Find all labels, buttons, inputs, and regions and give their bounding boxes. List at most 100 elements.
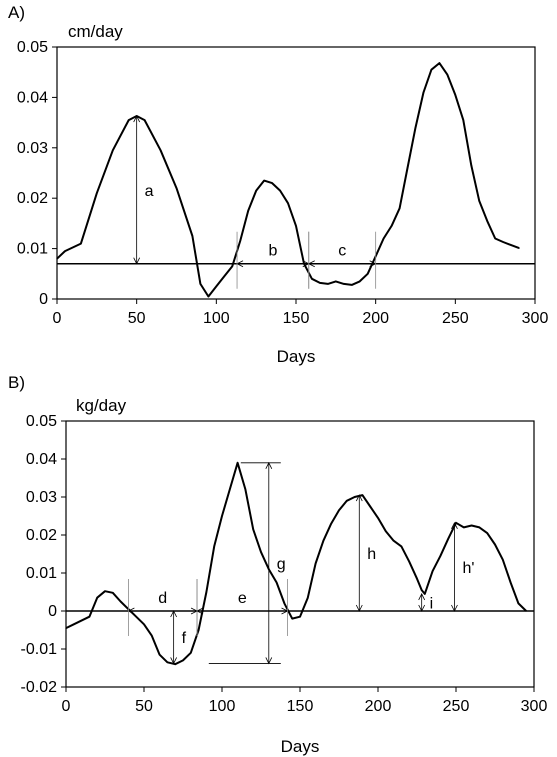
data-point	[439, 555, 441, 557]
data-point	[359, 280, 361, 282]
arrowhead	[170, 610, 177, 618]
data-point	[454, 94, 456, 96]
data-point	[299, 616, 301, 618]
data-point	[135, 616, 137, 618]
data-point	[335, 280, 337, 282]
panel-label: A)	[8, 3, 25, 22]
series-line	[56, 62, 520, 298]
data-point	[190, 652, 192, 654]
data-point	[73, 623, 75, 625]
data-point	[406, 167, 409, 169]
x-tick-label: 300	[521, 698, 548, 715]
y-tick-label: 0.03	[17, 140, 48, 157]
data-point	[191, 235, 193, 237]
data-point	[260, 551, 262, 553]
x-tick-label: 200	[362, 310, 389, 327]
data-point	[120, 600, 122, 603]
data-point	[438, 62, 440, 64]
data-point	[279, 190, 281, 192]
data-point	[65, 627, 67, 629]
data-point	[377, 517, 379, 519]
data-point	[502, 559, 504, 561]
data-point	[88, 616, 90, 618]
x-tick-label: 50	[128, 310, 146, 327]
data-point	[247, 210, 249, 212]
data-point	[276, 581, 278, 584]
data-point	[424, 593, 426, 595]
data-point	[199, 283, 201, 285]
data-point	[221, 515, 223, 517]
data-point	[330, 523, 332, 525]
data-point	[160, 149, 162, 151]
annotation-label: a	[145, 183, 154, 200]
data-point	[399, 207, 401, 209]
data-point	[112, 149, 114, 151]
data-point	[346, 500, 348, 502]
data-point	[354, 496, 356, 498]
data-point	[151, 635, 153, 637]
data-point	[175, 187, 178, 189]
data-point	[343, 283, 345, 285]
x-tick-label: 150	[283, 310, 310, 327]
data-point	[367, 273, 369, 275]
y-tick-label: -0.02	[21, 679, 58, 696]
arrowhead	[418, 593, 426, 601]
x-tick-label: 100	[209, 698, 236, 715]
x-tick-label: 300	[522, 310, 549, 327]
plot-frame	[65, 420, 535, 688]
series-line	[65, 461, 527, 666]
annotation-label: b	[268, 243, 277, 260]
data-point	[144, 119, 146, 121]
data-point	[159, 654, 161, 656]
data-point	[244, 488, 246, 490]
data-point	[231, 265, 233, 267]
data-point	[80, 243, 82, 245]
data-point	[338, 509, 340, 511]
annotation-label: g	[277, 556, 286, 573]
data-point	[104, 590, 106, 592]
annotation-label: e	[238, 590, 247, 607]
y-tick-label: 0.02	[17, 190, 48, 207]
x-tick-label: 100	[203, 310, 230, 327]
x-tick-label: 50	[135, 698, 153, 715]
y-tick-label: 0.04	[17, 89, 48, 106]
data-point	[307, 597, 309, 599]
arrowhead	[355, 494, 363, 502]
data-point	[416, 578, 418, 580]
y-tick-label: 0.02	[26, 527, 57, 544]
data-point	[408, 561, 410, 563]
panel-b: -0.02 -0.01 0 0.01 0.02 0.03 0.04 0.05 0 50 100 150…	[8, 373, 547, 756]
x-tick-label: 200	[365, 698, 392, 715]
data-point	[525, 610, 527, 612]
data-point	[517, 602, 520, 605]
annotation-label: d	[158, 590, 167, 607]
data-point	[322, 540, 324, 542]
x-tick-label: 0	[62, 698, 71, 715]
data-point	[414, 127, 417, 129]
y-tick-label: 0	[48, 603, 57, 620]
data-point	[283, 602, 285, 605]
data-point	[56, 258, 58, 260]
data-point	[447, 538, 449, 540]
arrowhead	[451, 604, 458, 612]
y-tick-label: 0.03	[26, 489, 57, 506]
data-point	[462, 119, 464, 121]
data-point	[311, 278, 313, 280]
data-point	[471, 524, 473, 527]
annotation-label: c	[338, 243, 346, 260]
x-axis-label: Days	[277, 347, 316, 366]
data-point	[291, 618, 293, 620]
data-point	[391, 225, 393, 227]
arrowhead	[355, 604, 363, 612]
data-point	[237, 462, 239, 464]
y-tick-label: 0.01	[26, 565, 57, 582]
data-point	[213, 545, 215, 548]
data-point	[393, 540, 395, 542]
y-axis-label: cm/day	[68, 22, 123, 41]
x-tick-label: 150	[287, 698, 314, 715]
data-point	[96, 192, 98, 194]
arrowhead	[170, 657, 177, 665]
arrowhead	[418, 604, 426, 612]
annotation-label: h'	[462, 560, 474, 577]
